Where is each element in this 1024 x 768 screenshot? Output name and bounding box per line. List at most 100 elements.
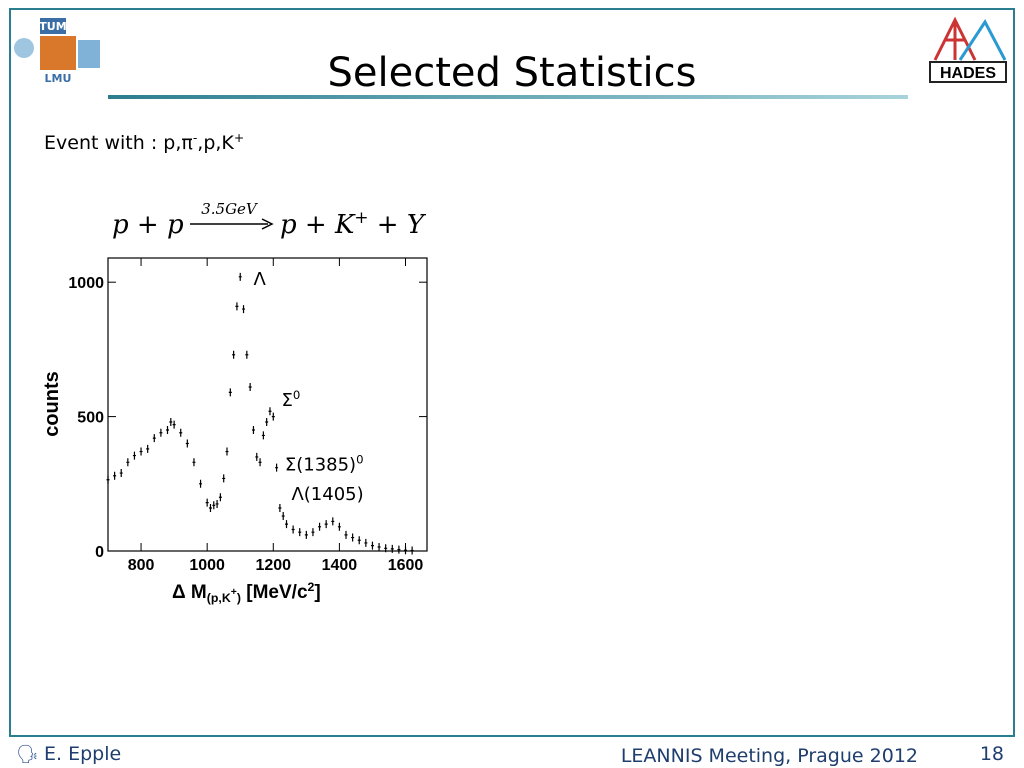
data-point (139, 447, 143, 456)
data-point (232, 350, 236, 359)
data-point (179, 428, 183, 437)
rich-text-part: ] (314, 582, 320, 603)
x-tick-label: 1200 (255, 557, 291, 574)
rich-text-part: 0 (293, 388, 300, 402)
rich-text-part: Σ (282, 390, 293, 411)
data-point (410, 546, 414, 555)
data-point (281, 512, 285, 521)
data-point (172, 420, 176, 429)
logo-text: HADES (940, 65, 996, 82)
rich-text-part: p + K (280, 210, 356, 240)
data-point (251, 426, 255, 435)
data-point (285, 520, 289, 529)
rich-text-part: (p,K (207, 591, 231, 605)
data-point (225, 447, 229, 456)
rich-text-part: Λ(1405) (291, 484, 363, 505)
data-point (215, 499, 219, 508)
data-point (275, 463, 279, 472)
equation-rhs: p + K+ + Y (280, 207, 427, 240)
data-point (113, 471, 117, 480)
data-point (364, 538, 368, 547)
data-point (331, 517, 335, 526)
equation: p + p 3.5GeV p + K+ + Y (112, 200, 427, 240)
logo-group: TUM LMU HADES (14, 16, 1007, 85)
logo-hades-mark (958, 19, 1007, 61)
data-point (132, 451, 136, 460)
footer-event: LEANNIS Meeting, Prague 2012 (621, 745, 918, 767)
logo-hades-mark (933, 16, 977, 61)
x-tick-label: 1600 (388, 557, 424, 574)
data-point (152, 434, 156, 443)
equation-lhs: p + p (112, 210, 184, 240)
data-point (404, 546, 408, 555)
data-point (390, 544, 394, 553)
data-point (298, 528, 302, 537)
annotation: Λ(1405) (291, 484, 363, 505)
data-point (106, 475, 110, 484)
data-point (146, 444, 150, 453)
rich-text-part: + (231, 587, 237, 598)
rich-text-part: 2 (308, 580, 315, 594)
logo-tum (40, 18, 66, 34)
data-point (344, 530, 348, 539)
footer-page: 18 (980, 743, 1004, 765)
data-point (318, 522, 322, 531)
title-underline (108, 95, 908, 99)
data-point (278, 503, 282, 512)
annotation: Λ (253, 269, 266, 290)
plot: 800 1000 1200 1400 1600 0 500 1000 counts Δ M(p,K… (41, 257, 428, 605)
data-point (324, 520, 328, 529)
data-point (222, 474, 226, 483)
data-point (337, 522, 341, 531)
equation-arrow-label: 3.5GeV (201, 200, 259, 218)
x-tick-label: 1400 (322, 557, 358, 574)
data-point (235, 302, 239, 311)
y-axis-label: counts (41, 371, 63, 437)
logo-esc (78, 40, 100, 68)
speaker-icon: 🗣 (16, 744, 39, 765)
data-point (377, 542, 381, 551)
logo-text: LMU (45, 72, 72, 85)
rich-text-part: ,p,K (197, 132, 234, 154)
data-point (261, 431, 265, 440)
logo-circle (14, 38, 34, 58)
data-point (245, 350, 249, 359)
event-text: Event with : p,π-,p,K+ (44, 131, 244, 154)
logo-image (40, 36, 76, 70)
x-tick-label: 1000 (189, 557, 225, 574)
data-point (126, 458, 130, 467)
rich-text-part: Δ M (172, 582, 207, 603)
data-point (185, 439, 189, 448)
data-point (218, 493, 222, 502)
data-point (205, 498, 209, 507)
rich-text-part: ) (237, 591, 241, 605)
data-point (228, 388, 232, 397)
plot-frame (107, 257, 428, 552)
data-point (169, 417, 173, 426)
rich-text-part: Event with : p,π (44, 132, 193, 154)
data-point (119, 469, 123, 478)
annotation: Σ(1385)0 (285, 452, 364, 475)
data-point (258, 458, 262, 467)
data-point (248, 383, 252, 392)
data-point (357, 536, 361, 545)
data-point (238, 272, 242, 281)
data-point (384, 544, 388, 553)
x-axis-label: Δ M(p,K+) [MeV/c2] (172, 580, 321, 605)
logo-text: TUM (39, 20, 66, 33)
data-point (242, 305, 246, 314)
data-point (397, 545, 401, 554)
rich-text-part: 0 (356, 452, 363, 466)
data-point (351, 533, 355, 542)
data-point (311, 528, 315, 537)
data-point (208, 503, 212, 512)
data-point (159, 428, 163, 437)
rich-text-part: - (193, 131, 197, 145)
rich-text-part: + (234, 131, 244, 145)
data-point (166, 426, 170, 435)
equation-arrowhead (261, 218, 274, 230)
logo-hades-box (929, 61, 1007, 83)
slide-frame (9, 8, 1015, 737)
